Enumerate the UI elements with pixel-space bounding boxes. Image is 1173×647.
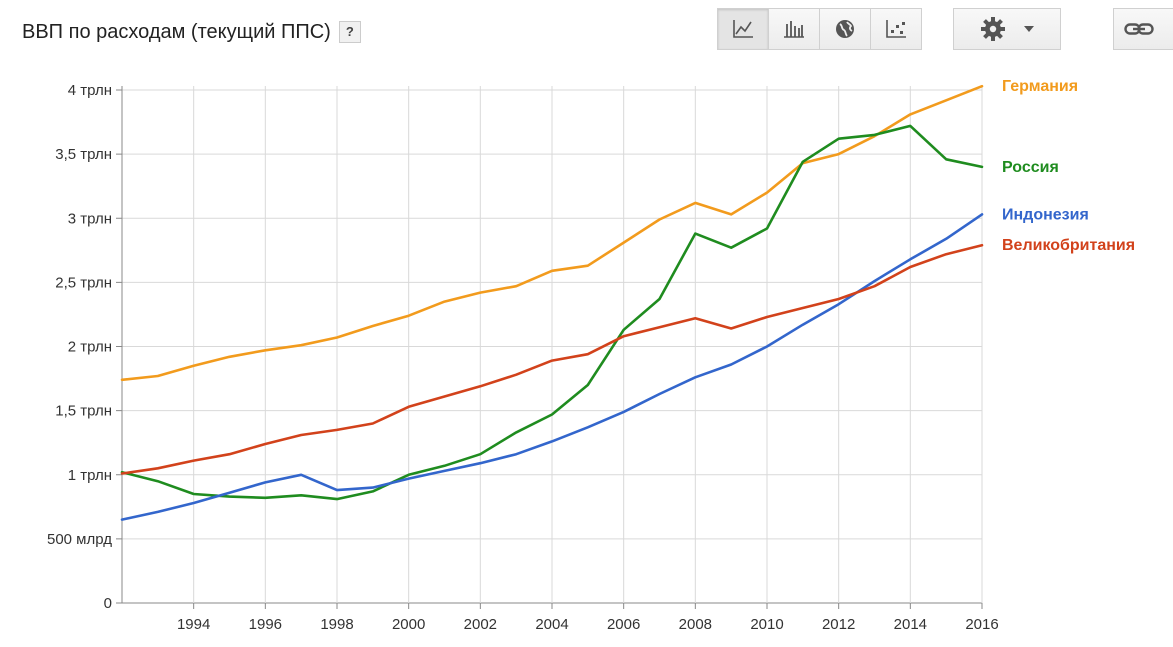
- x-tick-label: 2008: [679, 616, 712, 633]
- globe-icon: [836, 20, 854, 38]
- legend-label[interactable]: Индонезия: [1002, 206, 1089, 223]
- x-tick-label: 2010: [750, 616, 783, 633]
- chart-title: ВВП по расходам (текущий ППС): [22, 21, 331, 43]
- x-tick-label: 2012: [822, 616, 855, 633]
- gear-icon: [981, 17, 1005, 41]
- legend-label[interactable]: Германия: [1002, 78, 1078, 95]
- scatter-chart-icon: [886, 20, 906, 38]
- y-tick-label: 500 млрд: [47, 531, 112, 548]
- x-tick-label: 1996: [249, 616, 282, 633]
- x-tick-label: 1994: [177, 616, 210, 633]
- y-tick-label: 1 трлн: [68, 467, 112, 484]
- bar-chart-button[interactable]: [768, 8, 820, 50]
- x-tick-label: 2014: [894, 616, 927, 633]
- series-line-1[interactable]: [120, 124, 984, 501]
- series-line-3[interactable]: [120, 243, 984, 475]
- x-tick-label: 2000: [392, 616, 425, 633]
- help-button[interactable]: ?: [338, 21, 361, 43]
- y-tick-label: 3,5 трлн: [55, 146, 112, 163]
- y-tick-label: 4 трлн: [68, 82, 112, 99]
- y-tick-label: 2,5 трлн: [55, 274, 112, 291]
- settings-button[interactable]: [953, 8, 1061, 50]
- line-chart-icon: [733, 20, 753, 38]
- legend-label[interactable]: Россия: [1002, 159, 1059, 176]
- caret-down-icon: [1024, 26, 1034, 32]
- x-tick-label: 2016: [965, 616, 998, 633]
- x-tick-label: 2002: [464, 616, 497, 633]
- y-tick-label: 1,5 трлн: [55, 403, 112, 420]
- scatter-chart-button[interactable]: [870, 8, 922, 50]
- y-tick-label: 0: [104, 595, 112, 612]
- y-tick-label: 2 трлн: [68, 339, 112, 356]
- legend-label[interactable]: Великобритания: [1002, 237, 1135, 254]
- x-tick-label: 2006: [607, 616, 640, 633]
- x-tick-label: 1998: [320, 616, 353, 633]
- x-tick-label: 2004: [535, 616, 568, 633]
- link-icon: [1124, 23, 1154, 35]
- chart-type-switcher: [717, 8, 922, 50]
- bar-chart-icon: [784, 21, 804, 38]
- series-line-0[interactable]: [120, 84, 984, 382]
- line-chart-button[interactable]: [717, 8, 769, 50]
- share-link-button[interactable]: [1113, 8, 1173, 50]
- series-line-2[interactable]: [120, 213, 984, 521]
- page-title: ВВП по расходам (текущий ППС)?: [22, 21, 361, 44]
- y-tick-label: 3 трлн: [68, 210, 112, 227]
